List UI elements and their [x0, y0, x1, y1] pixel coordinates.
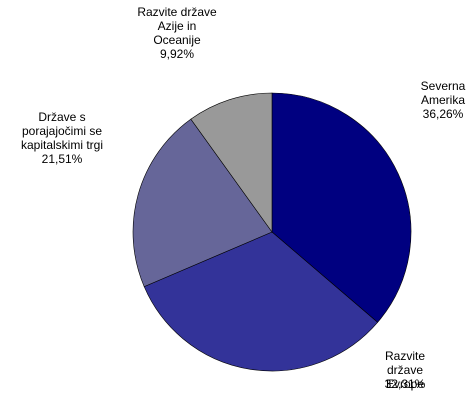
value-label: 9,92%	[159, 47, 195, 61]
pie-slice	[271, 92, 412, 323]
pie-slice	[190, 92, 273, 233]
slice-label: Severna Amerika	[420, 79, 466, 107]
pie-slice	[143, 231, 379, 372]
value-label: 36,26%	[422, 107, 464, 121]
slice-label: Razvite države Evrope	[384, 349, 425, 391]
value-label: 32,31%	[384, 377, 426, 391]
pie-slice	[132, 118, 273, 288]
slice-label: Države s porajajočimi se kapitalskimi tr…	[20, 110, 104, 152]
value-label: 21,51%	[41, 152, 83, 166]
slice-label: Razvite države Azije in Oceanije	[137, 5, 217, 47]
